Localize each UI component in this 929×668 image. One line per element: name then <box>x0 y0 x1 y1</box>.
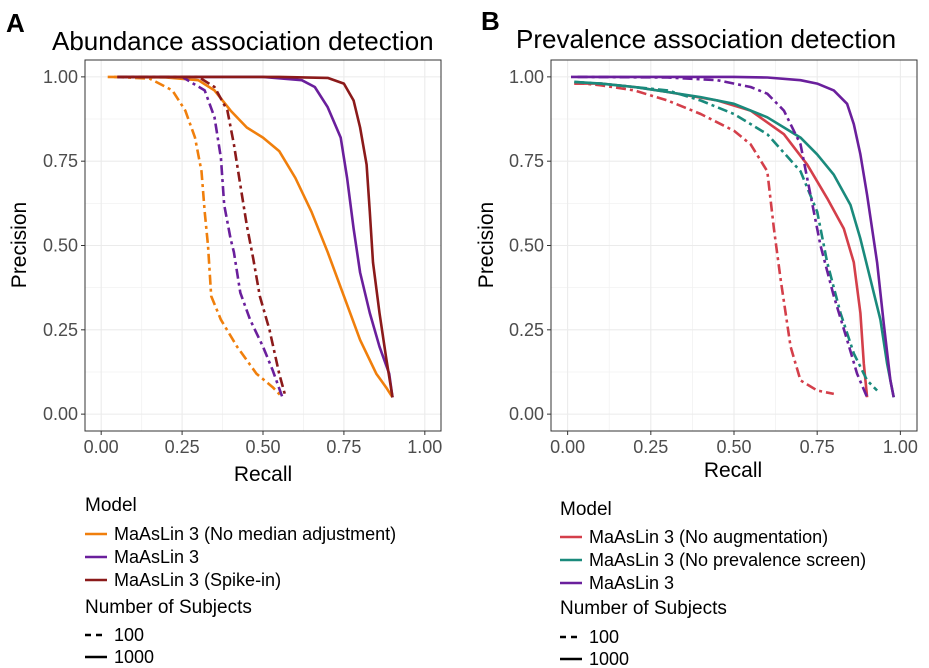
legend-a: Model MaAsLin 3 (No median adjustment) M… <box>85 495 396 667</box>
legend-a-label-100: 100 <box>114 625 144 645</box>
panel-b-series-line-4 <box>577 75 869 398</box>
panel-a-series-line-4 <box>117 75 287 398</box>
panel-b-y-axis-title: Precision <box>475 202 498 288</box>
legend-b-model-title: Model <box>560 499 612 520</box>
panel-a-series-line-1 <box>107 75 394 399</box>
panel-a-x-tick-label: 0.75 <box>326 437 361 457</box>
panel-a-title: Abundance association detection <box>52 26 434 56</box>
panel-a-y-tick-label: 0.75 <box>43 151 78 171</box>
panel-a-y-axis-title: Precision <box>8 202 31 288</box>
panel-b-x-tick-label: 0.00 <box>550 437 585 457</box>
legend-b-label-no-prevalence: MaAsLin 3 (No prevalence screen) <box>589 550 866 570</box>
panel-b-x-tick-label: 1.00 <box>883 437 918 457</box>
panel-a-y-tick-label: 0.00 <box>43 404 78 424</box>
panel-a-x-tick-label: 1.00 <box>407 437 442 457</box>
legend-a-label-1000: 1000 <box>114 647 154 667</box>
panel-b-series-line-0 <box>574 82 835 396</box>
panel-a-x-axis-title: Recall <box>234 463 292 486</box>
panel-a-y-tick-label: 1.00 <box>43 67 78 87</box>
legend-b-label-no-augmentation: MaAsLin 3 (No augmentation) <box>589 527 828 547</box>
panel-b-x-tick-label: 0.25 <box>633 437 668 457</box>
panel-b-y-tick-label: 1.00 <box>509 67 544 87</box>
panel-b-y-tick-label: 0.00 <box>509 404 544 424</box>
panel-a-series-line-5 <box>117 75 394 398</box>
legend-a-label-spike-in: MaAsLin 3 (Spike-in) <box>114 570 281 590</box>
panel-b-x-axis-title: Recall <box>704 459 762 482</box>
panel-a-y-tick-label: 0.25 <box>43 320 78 340</box>
panel-a-letter: A <box>6 8 25 38</box>
panel-a-x-tick-label: 0.00 <box>84 437 119 457</box>
panel-a-series-line-3 <box>117 75 394 398</box>
panel-b-y-tick-label: 0.50 <box>509 236 544 256</box>
legend-a-label-no-median: MaAsLin 3 (No median adjustment) <box>114 524 396 544</box>
legend-a-model-title: Model <box>85 495 137 516</box>
legend-a-label-maaslin3: MaAsLin 3 <box>114 547 199 567</box>
panel-a-x-tick-label: 0.50 <box>245 437 280 457</box>
legend-a-subjects-title: Number of Subjects <box>85 597 252 618</box>
panel-b-title: Prevalence association detection <box>516 24 896 54</box>
panel-a-series-line-2 <box>117 75 284 398</box>
panel-a-y-tick-label: 0.50 <box>43 236 78 256</box>
legend-b: Model MaAsLin 3 (No augmentation) MaAsLi… <box>560 499 866 668</box>
legend-b-label-100: 100 <box>589 627 619 647</box>
panel-b-series-line-5 <box>571 75 895 398</box>
legend-b-subjects-title: Number of Subjects <box>560 598 727 619</box>
panel-b-x-tick-label: 0.50 <box>716 437 751 457</box>
panel-b-letter: B <box>481 6 500 36</box>
panel-a-plot: 0.00 0.25 0.50 0.75 1.00 0.00 0.25 0.50 0.75 1.00 <box>43 59 442 457</box>
panel-b-series-line-3 <box>574 80 895 398</box>
panel-b-y-tick-label: 0.25 <box>509 320 544 340</box>
legend-b-label-maaslin3: MaAsLin 3 <box>589 573 674 593</box>
panel-a-series-line-0 <box>114 75 284 399</box>
panel-b-x-tick-label: 0.75 <box>800 437 835 457</box>
panel-b-y-tick-label: 0.75 <box>509 151 544 171</box>
panel-b-plot: 0.00 0.25 0.50 0.75 1.00 0.00 0.25 0.50 0.75 1.00 <box>509 59 918 457</box>
panel-a-x-tick-label: 0.25 <box>165 437 200 457</box>
legend-b-label-1000: 1000 <box>589 649 629 668</box>
